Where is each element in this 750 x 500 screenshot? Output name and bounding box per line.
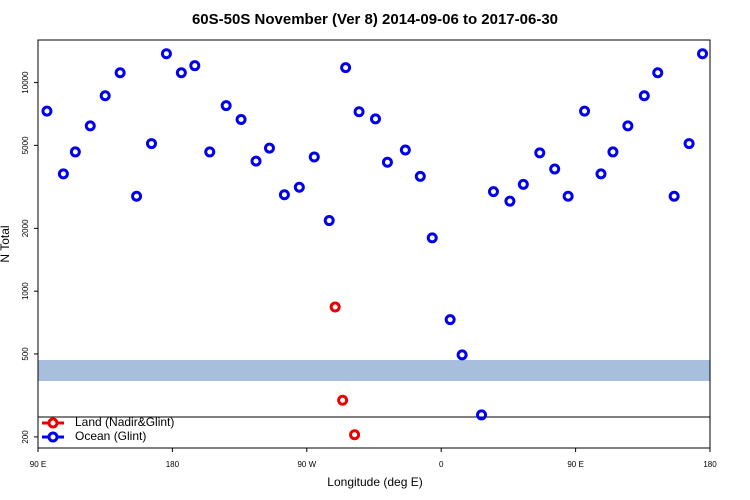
point xyxy=(337,394,349,406)
y-tick-label: 500 xyxy=(21,347,30,361)
chart-title: 60S-50S November (Ver 8) 2014-09-06 to 2… xyxy=(192,11,558,28)
x-tick-label: 0 xyxy=(439,460,444,469)
point xyxy=(414,170,426,182)
point xyxy=(329,301,341,313)
point xyxy=(697,48,709,60)
point xyxy=(308,151,320,163)
point xyxy=(638,90,650,102)
point xyxy=(349,429,361,441)
point xyxy=(426,232,438,244)
point xyxy=(235,114,247,126)
point xyxy=(189,60,201,72)
point xyxy=(652,67,664,79)
point xyxy=(444,314,456,326)
y-tick-label: 200 xyxy=(21,430,30,444)
point xyxy=(487,186,499,198)
point xyxy=(145,138,157,150)
point xyxy=(323,215,335,227)
point xyxy=(57,168,69,180)
legend-label: Ocean (Glint) xyxy=(75,429,146,443)
point xyxy=(381,156,393,168)
point xyxy=(579,105,591,117)
point xyxy=(220,100,232,112)
map-strip xyxy=(38,360,710,381)
x-tick-label: 90 E xyxy=(30,460,46,469)
point xyxy=(263,142,275,154)
point xyxy=(456,349,468,361)
x-axis-label: Longitude (deg E) xyxy=(327,475,422,489)
point xyxy=(476,409,488,421)
x-tick-label: 90 E xyxy=(567,460,583,469)
point xyxy=(340,62,352,74)
point xyxy=(517,178,529,190)
point xyxy=(41,105,53,117)
point xyxy=(175,67,187,79)
y-tick-label: 5000 xyxy=(21,136,30,154)
point xyxy=(278,189,290,201)
point xyxy=(114,67,126,79)
point xyxy=(595,168,607,180)
point xyxy=(250,155,262,167)
point xyxy=(504,195,516,207)
plot-frame xyxy=(37,39,711,449)
point xyxy=(69,146,81,158)
point xyxy=(293,181,305,193)
point xyxy=(131,190,143,202)
point xyxy=(534,147,546,159)
point xyxy=(668,190,680,202)
point xyxy=(84,120,96,132)
legend-marker xyxy=(47,431,59,443)
point xyxy=(607,146,619,158)
y-axis-label: N Total xyxy=(0,225,12,262)
point xyxy=(622,120,634,132)
y-tick-label: 1000 xyxy=(21,282,30,300)
x-tick-label: 90 W xyxy=(297,460,316,469)
y-tick-label: 10000 xyxy=(21,71,30,94)
x-tick-label: 180 xyxy=(703,460,717,469)
point xyxy=(683,138,695,150)
point xyxy=(549,163,561,175)
point xyxy=(562,190,574,202)
legend-marker xyxy=(47,417,59,429)
x-tick-label: 180 xyxy=(166,460,180,469)
y-tick-label: 2000 xyxy=(21,219,30,237)
point xyxy=(99,90,111,102)
point xyxy=(204,146,216,158)
legend-label: Land (Nadir&Glint) xyxy=(75,415,174,429)
point xyxy=(369,113,381,125)
point xyxy=(160,48,172,60)
point xyxy=(353,106,365,118)
point xyxy=(399,144,411,156)
